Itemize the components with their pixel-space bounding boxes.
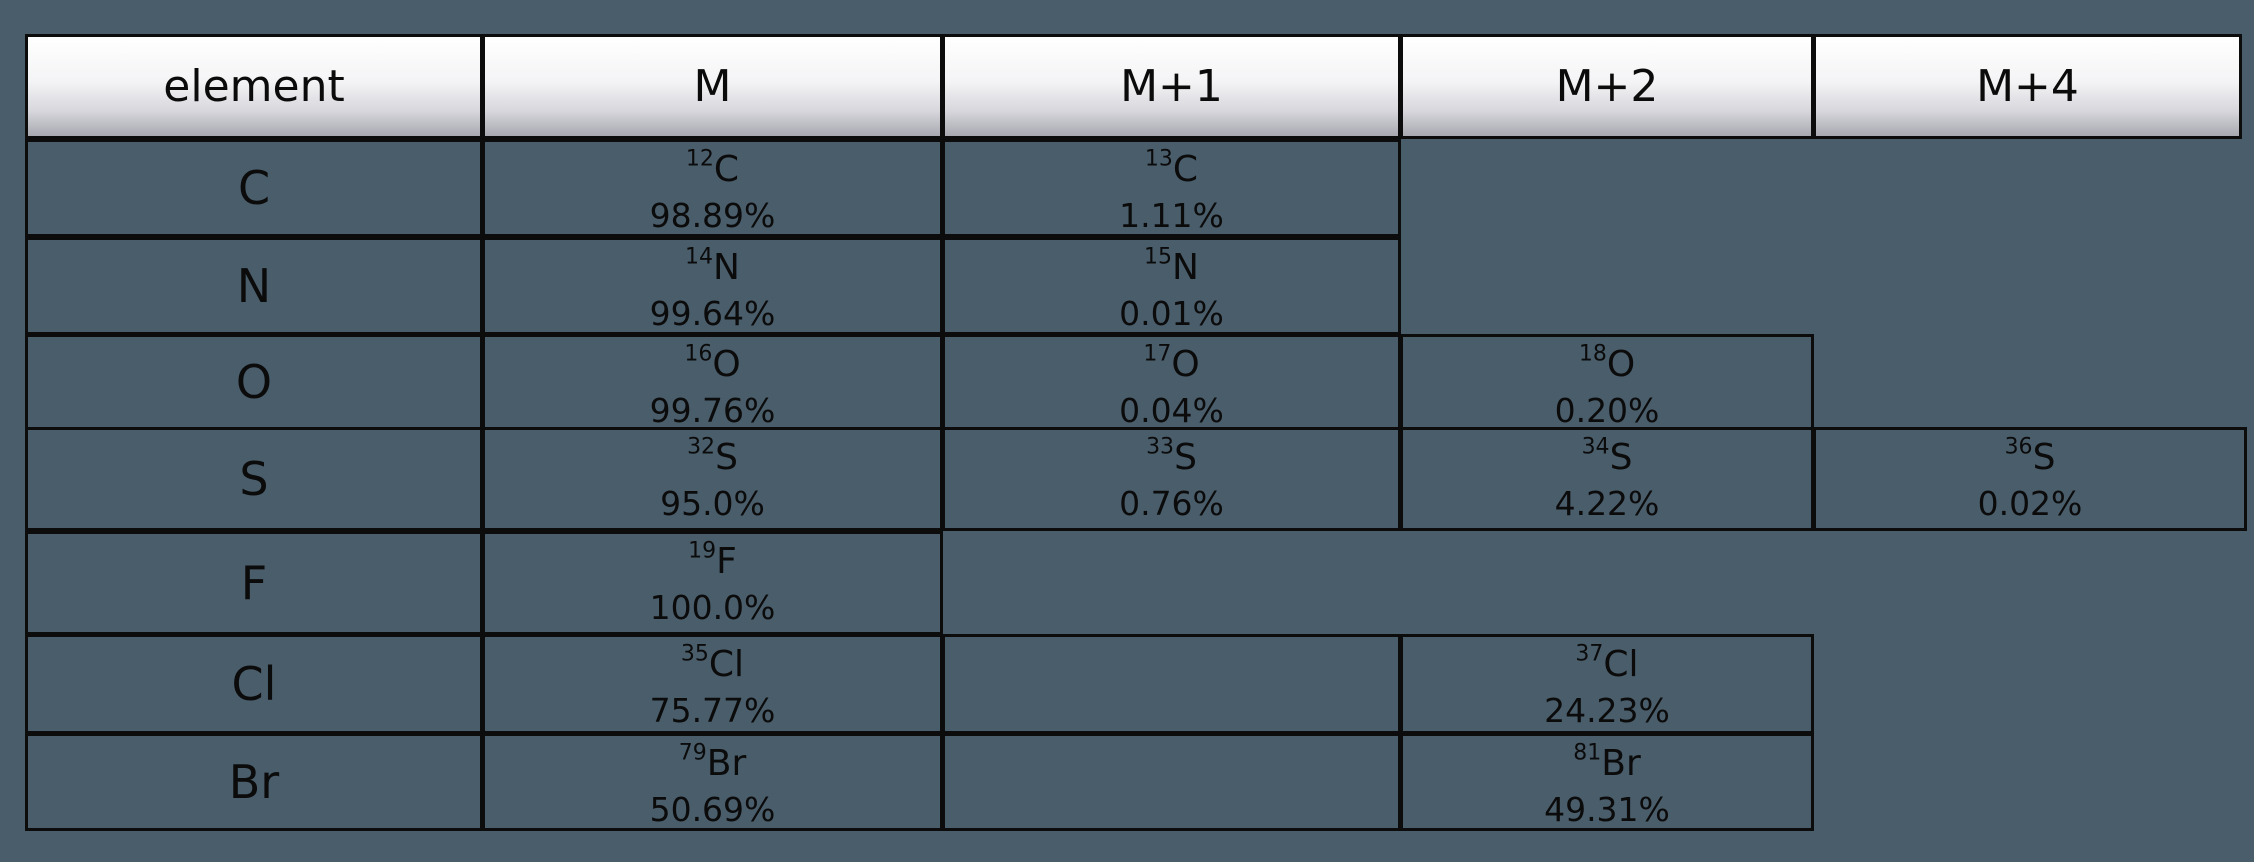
isotope-element: S	[1174, 437, 1197, 478]
isotope-cell: 37Cl 24.23%	[1400, 634, 1814, 734]
isotope-mass: 14	[685, 244, 714, 270]
header-m4: M+4	[1813, 34, 2242, 139]
isotope-element: C	[713, 149, 740, 190]
isotope-symbol: 36S	[2005, 436, 2056, 480]
isotope-element: S	[715, 437, 738, 478]
isotope-abundance: 24.23%	[1544, 691, 1670, 730]
empty-cell	[942, 733, 1401, 831]
isotope-mass: 19	[688, 538, 717, 564]
isotope-mass: 36	[2004, 434, 2033, 460]
element-cell: C	[25, 139, 483, 237]
isotope-abundance: 0.04%	[1119, 391, 1224, 430]
element-cell: S	[25, 427, 483, 531]
isotope-symbol: 16O	[684, 343, 740, 387]
isotope-element: O	[1171, 344, 1200, 385]
element-cell: O	[25, 334, 483, 430]
isotope-cell: 19F 100.0%	[482, 531, 943, 635]
isotope-abundance: 50.69%	[649, 790, 776, 829]
empty-cell	[942, 634, 1401, 734]
header-m1: M+1	[942, 34, 1401, 139]
isotope-abundance: 1.11%	[1119, 196, 1224, 235]
isotope-cell: 79Br 50.69%	[482, 733, 943, 831]
isotope-element: O	[712, 344, 741, 385]
isotope-cell: 18O 0.20%	[1400, 334, 1814, 430]
header-element: element	[25, 34, 483, 139]
isotope-cell: 16O 99.76%	[482, 334, 943, 430]
isotope-mass: 32	[687, 434, 716, 460]
isotope-abundance: 0.76%	[1119, 484, 1224, 523]
isotope-cell: 14N 99.64%	[482, 237, 943, 335]
isotope-abundance: 100.0%	[649, 588, 776, 627]
isotope-mass: 12	[685, 146, 714, 172]
isotope-symbol: 37Cl	[1575, 643, 1638, 687]
isotope-element: C	[1172, 149, 1199, 190]
element-cell: Cl	[25, 634, 483, 734]
isotope-symbol: 18O	[1579, 343, 1635, 387]
isotope-symbol: 12C	[686, 148, 739, 192]
isotope-element: N	[713, 247, 740, 288]
isotope-symbol: 81Br	[1573, 742, 1641, 786]
header-m2: M+2	[1400, 34, 1814, 139]
isotope-mass: 34	[1581, 434, 1610, 460]
isotope-abundance: 4.22%	[1554, 484, 1660, 523]
isotope-abundance: 0.20%	[1554, 391, 1660, 430]
isotope-element: N	[1172, 247, 1199, 288]
isotope-element: S	[1609, 437, 1633, 478]
isotope-cell: 17O 0.04%	[942, 334, 1401, 430]
isotope-mass: 35	[680, 641, 709, 667]
isotope-element: S	[2032, 437, 2056, 478]
isotope-symbol: 33S	[1146, 436, 1197, 480]
isotope-element: Cl	[1603, 644, 1639, 685]
isotope-mass: 15	[1144, 244, 1173, 270]
isotope-cell: 12C 98.89%	[482, 139, 943, 237]
isotope-symbol: 35Cl	[681, 643, 744, 687]
isotope-element: F	[716, 541, 737, 582]
isotope-mass: 17	[1143, 341, 1172, 367]
isotope-abundance: 98.89%	[649, 196, 776, 235]
isotope-mass: 81	[1573, 740, 1602, 766]
isotope-abundance: 75.77%	[649, 691, 776, 730]
isotope-mass: 13	[1144, 146, 1173, 172]
isotope-mass: 16	[684, 341, 713, 367]
isotope-abundance: 0.02%	[1977, 484, 2083, 523]
isotope-symbol: 32S	[687, 436, 738, 480]
element-cell: F	[25, 531, 483, 635]
isotope-abundance: 99.64%	[649, 294, 776, 333]
isotope-symbol: 15N	[1144, 246, 1199, 290]
header-m: M	[482, 34, 943, 139]
isotope-cell: 13C 1.11%	[942, 139, 1401, 237]
isotope-mass: 37	[1575, 641, 1604, 667]
isotope-cell: 36S 0.02%	[1813, 427, 2247, 531]
isotope-element: Br	[706, 743, 747, 784]
isotope-symbol: 14N	[685, 246, 740, 290]
isotope-symbol: 13C	[1145, 148, 1198, 192]
isotope-element: Cl	[708, 644, 745, 685]
isotope-element: O	[1606, 344, 1636, 385]
isotope-symbol: 19F	[688, 540, 737, 584]
isotope-abundance: 95.0%	[660, 484, 765, 523]
element-cell: Br	[25, 733, 483, 831]
isotope-cell: 32S 95.0%	[482, 427, 943, 531]
isotope-symbol: 34S	[1582, 436, 1633, 480]
isotope-abundance: 49.31%	[1544, 790, 1670, 829]
isotope-cell: 15N 0.01%	[942, 237, 1401, 335]
isotope-abundance: 99.76%	[649, 391, 776, 430]
isotope-abundance: 0.01%	[1119, 294, 1224, 333]
element-cell: N	[25, 237, 483, 335]
isotope-symbol: 17O	[1143, 343, 1199, 387]
isotope-symbol: 79Br	[679, 742, 747, 786]
isotope-cell: 35Cl 75.77%	[482, 634, 943, 734]
isotope-element: Br	[1601, 743, 1641, 784]
isotope-cell: 33S 0.76%	[942, 427, 1401, 531]
isotope-cell: 81Br 49.31%	[1400, 733, 1814, 831]
isotope-mass: 79	[678, 740, 707, 766]
isotope-cell: 34S 4.22%	[1400, 427, 1814, 531]
isotope-mass: 33	[1146, 434, 1175, 460]
isotope-mass: 18	[1578, 341, 1607, 367]
